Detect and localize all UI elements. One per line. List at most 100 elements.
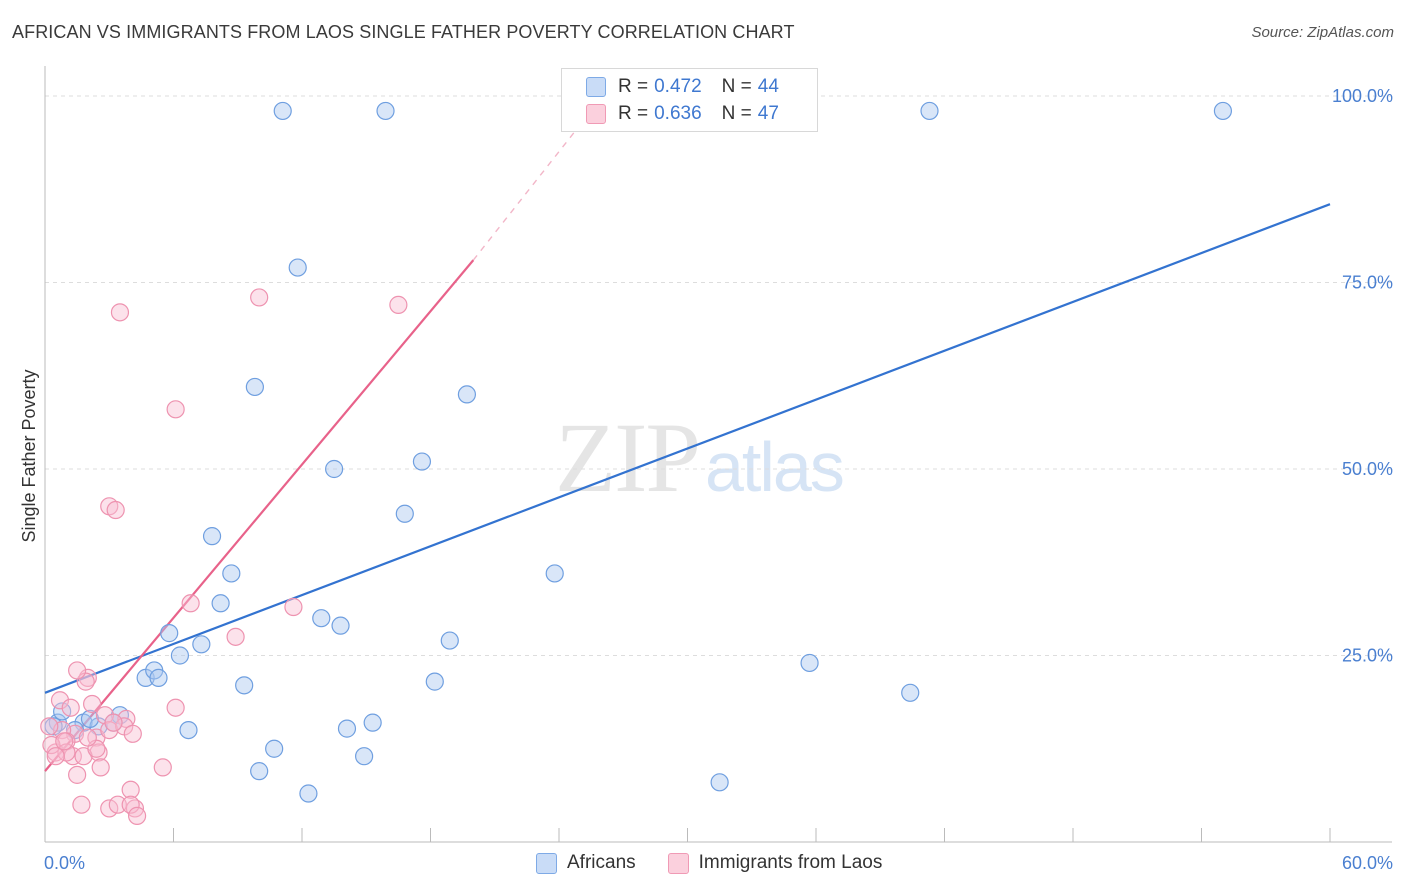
point-africans[interactable]	[412, 452, 432, 471]
chart-title: AFRICAN VS IMMIGRANTS FROM LAOS SINGLE F…	[12, 22, 795, 42]
n-label: N =	[721, 76, 752, 97]
laos-swatch	[667, 852, 689, 874]
point-africans[interactable]	[545, 564, 564, 583]
point-africans[interactable]	[457, 385, 477, 404]
point-laos[interactable]	[61, 698, 80, 717]
point-laos[interactable]	[40, 717, 59, 736]
laos-swatch	[586, 104, 606, 124]
point-africans[interactable]	[337, 719, 357, 738]
point-africans[interactable]	[363, 713, 382, 732]
point-africans[interactable]	[273, 101, 292, 121]
n-value: 47	[757, 103, 779, 124]
tick-labels: 25.0% 50.0% 75.0% 100.0% 0.0% 60.0%	[44, 86, 1393, 873]
watermark: ZIPatlas	[555, 400, 845, 515]
point-africans[interactable]	[160, 624, 179, 643]
point-africans[interactable]	[202, 527, 222, 546]
point-africans[interactable]	[245, 377, 264, 397]
grid	[45, 95, 1392, 656]
point-laos[interactable]	[91, 758, 110, 777]
trend-extension-laos	[472, 110, 592, 261]
point-laos[interactable]	[46, 747, 65, 766]
point-africans[interactable]	[265, 739, 284, 758]
point-africans[interactable]	[376, 101, 395, 121]
point-africans[interactable]	[920, 101, 939, 121]
point-africans[interactable]	[710, 773, 729, 792]
point-africans[interactable]	[170, 646, 190, 665]
r-label: R =	[618, 76, 649, 97]
x-tick-label: 60.0%	[1342, 853, 1393, 873]
point-laos[interactable]	[106, 500, 125, 520]
point-africans[interactable]	[179, 720, 198, 740]
point-laos[interactable]	[72, 795, 91, 814]
point-africans[interactable]	[325, 459, 344, 479]
point-laos[interactable]	[166, 400, 185, 419]
point-africans[interactable]	[80, 709, 100, 729]
point-africans[interactable]	[331, 616, 350, 635]
point-laos[interactable]	[68, 661, 87, 680]
y-tick-label: 100.0%	[1332, 86, 1393, 106]
point-laos[interactable]	[123, 724, 142, 743]
point-laos[interactable]	[127, 806, 147, 825]
africans-swatch	[536, 852, 557, 874]
legend-item-laos[interactable]: Immigrants from Laos	[667, 852, 883, 874]
stats-legend: R = 0.472 N = 44 R = 0.636 N = 47	[561, 68, 818, 132]
point-laos[interactable]	[166, 698, 185, 717]
point-laos[interactable]	[57, 743, 76, 762]
y-axis-label: Single Father Poverty	[19, 369, 39, 542]
point-laos[interactable]	[153, 758, 172, 777]
r-value: 0.472	[654, 76, 702, 97]
trend-lines	[44, 110, 1331, 772]
africans-swatch	[586, 77, 606, 97]
point-africans[interactable]	[222, 564, 241, 583]
point-laos[interactable]	[226, 627, 245, 646]
point-africans[interactable]	[355, 747, 374, 766]
point-africans[interactable]	[192, 635, 211, 654]
legend-label: Africans	[567, 852, 636, 873]
point-africans[interactable]	[299, 784, 318, 803]
point-africans[interactable]	[800, 653, 819, 673]
point-laos[interactable]	[108, 795, 127, 814]
point-laos[interactable]	[389, 295, 408, 314]
x-tick-label: 0.0%	[44, 853, 85, 873]
point-africans[interactable]	[288, 258, 307, 277]
legend-row-africans: R = 0.472 N = 44	[586, 75, 779, 99]
point-africans[interactable]	[250, 762, 269, 781]
data-points	[40, 101, 1233, 825]
point-laos[interactable]	[104, 713, 123, 732]
legend-item-africans[interactable]: Africans	[536, 852, 636, 874]
watermark-zip: ZIP	[555, 402, 701, 513]
point-africans[interactable]	[425, 672, 444, 691]
point-africans[interactable]	[312, 609, 331, 628]
y-tick-label: 50.0%	[1342, 459, 1393, 479]
point-laos[interactable]	[110, 303, 130, 322]
point-laos[interactable]	[78, 728, 97, 747]
point-laos[interactable]	[55, 732, 74, 751]
y-tick-label: 75.0%	[1342, 273, 1393, 293]
point-laos[interactable]	[50, 691, 70, 710]
point-africans[interactable]	[901, 683, 920, 702]
watermark-atlas: atlas	[705, 428, 845, 506]
axes	[44, 66, 1392, 843]
point-laos[interactable]	[68, 765, 87, 784]
point-africans[interactable]	[211, 594, 230, 613]
point-africans[interactable]	[235, 676, 254, 695]
r-label: R =	[618, 103, 649, 124]
n-label: N =	[721, 103, 752, 124]
point-africans[interactable]	[395, 504, 414, 523]
point-africans[interactable]	[1213, 101, 1233, 121]
point-laos[interactable]	[284, 597, 303, 617]
point-laos[interactable]	[121, 780, 140, 799]
trend-line-africans	[44, 203, 1331, 694]
point-africans[interactable]	[440, 631, 459, 650]
legend-row-laos: R = 0.636 N = 47	[586, 102, 779, 126]
series-legend: Africans Immigrants from Laos	[536, 852, 914, 874]
point-laos[interactable]	[181, 594, 200, 613]
point-africans[interactable]	[149, 668, 168, 687]
point-laos[interactable]	[121, 795, 140, 814]
source-label: Source: ZipAtlas.com	[1251, 24, 1394, 41]
legend-label: Immigrants from Laos	[698, 852, 883, 873]
n-value: 44	[757, 76, 779, 97]
point-laos[interactable]	[250, 288, 269, 307]
point-laos[interactable]	[83, 694, 102, 714]
